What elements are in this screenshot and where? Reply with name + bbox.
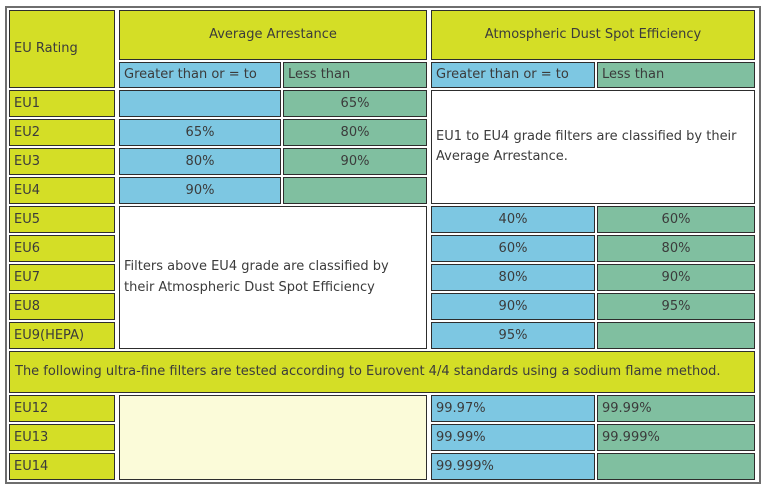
eu3-arrestance-lt: 90% [283, 148, 427, 175]
eu1-label: EU1 [9, 90, 115, 117]
eu14-label: EU14 [9, 453, 115, 480]
eu5-dust-gte: 40% [431, 206, 595, 233]
eu4-arrestance-gte: 90% [119, 177, 281, 204]
dust-spot-efficiency-header: Atmospheric Dust Spot Efficiency [431, 10, 755, 60]
eu9-hepa-label: EU9(HEPA) [9, 322, 115, 349]
eu6-dust-lt: 80% [597, 235, 755, 262]
eu13-dust-lt: 99.999% [597, 424, 755, 451]
dust-spot-gte-subheader: Greater than or = to [431, 62, 595, 88]
eu12-dust-gte: 99.97% [431, 395, 595, 422]
eu4-label: EU4 [9, 177, 115, 204]
eu2-arrestance-lt: 80% [283, 119, 427, 146]
dust-spot-lt-subheader: Less than [597, 62, 755, 88]
eu7-dust-lt: 90% [597, 264, 755, 291]
sodium-flame-note: The following ultra-fine filters are tes… [9, 351, 755, 393]
eu13-label: EU13 [9, 424, 115, 451]
arrestance-gte-subheader: Greater than or = to [119, 62, 281, 88]
eu5-label: EU5 [9, 206, 115, 233]
eu12-label: EU12 [9, 395, 115, 422]
eu9-dust-gte: 95% [431, 322, 595, 349]
eu8-label: EU8 [9, 293, 115, 320]
eu12-dust-lt: 99.99% [597, 395, 755, 422]
eu3-arrestance-gte: 80% [119, 148, 281, 175]
eu5-dust-lt: 60% [597, 206, 755, 233]
eu-rating-header: EU Rating [9, 10, 115, 88]
eu4-arrestance-lt [283, 177, 427, 204]
eu1-eu4-info-cell: EU1 to EU4 grade filters are classified … [431, 90, 755, 204]
eu14-dust-lt [597, 453, 755, 480]
above-eu4-info-cell: Filters above EU4 grade are classified b… [119, 206, 427, 349]
eu6-dust-gte: 60% [431, 235, 595, 262]
eu1-arrestance-gte [119, 90, 281, 117]
arrestance-lt-subheader: Less than [283, 62, 427, 88]
eu8-dust-lt: 95% [597, 293, 755, 320]
table-grid: EU Rating Average Arrestance Atmospheric… [9, 10, 757, 480]
eu7-dust-gte: 80% [431, 264, 595, 291]
eu7-label: EU7 [9, 264, 115, 291]
eu1-arrestance-lt: 65% [283, 90, 427, 117]
eu6-label: EU6 [9, 235, 115, 262]
eu8-dust-gte: 90% [431, 293, 595, 320]
eu14-dust-gte: 99.999% [431, 453, 595, 480]
eu-filter-rating-table: EU Rating Average Arrestance Atmospheric… [5, 6, 761, 484]
eu13-dust-gte: 99.99% [431, 424, 595, 451]
eu2-arrestance-gte: 65% [119, 119, 281, 146]
average-arrestance-header: Average Arrestance [119, 10, 427, 60]
sodium-flame-blank-cell [119, 395, 427, 480]
eu9-dust-lt [597, 322, 755, 349]
eu3-label: EU3 [9, 148, 115, 175]
eu2-label: EU2 [9, 119, 115, 146]
